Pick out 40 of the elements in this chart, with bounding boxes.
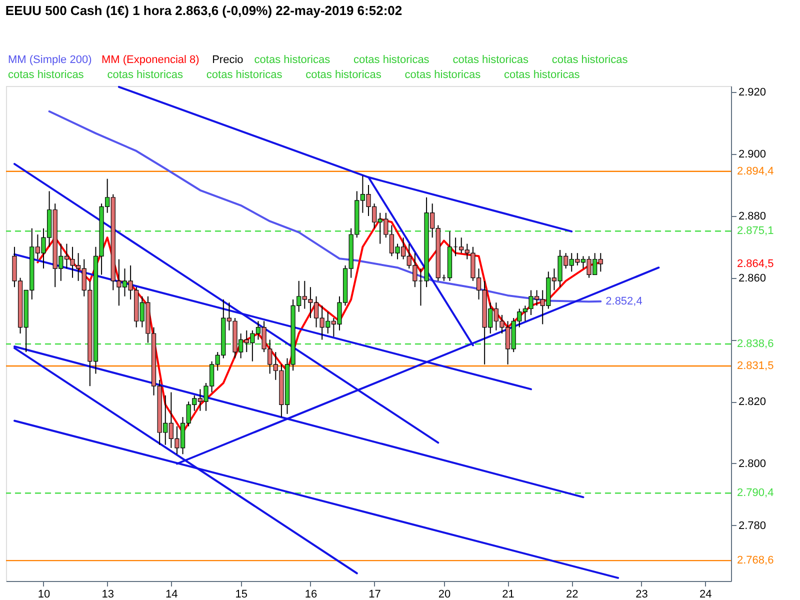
x-tick-label: 22: [566, 588, 578, 600]
ref-line-label: 2.894,4: [737, 165, 774, 178]
ref-line-label: 2.875,1: [737, 225, 774, 238]
ref-line-label: 2.838,6: [737, 338, 774, 350]
x-tick-label: 23: [636, 588, 648, 600]
x-tick-label: 14: [166, 588, 178, 600]
x-tick-label: 13: [102, 588, 114, 600]
text: cotas historicas: [254, 54, 331, 66]
y-tick-label: 2.800: [738, 458, 766, 470]
text: MM (Exponencial 8): [102, 54, 200, 66]
text: cotas historicas: [504, 69, 580, 81]
text: cotas historicas: [8, 69, 84, 81]
text: cotas historicas: [354, 54, 430, 66]
ref-line-label: 2.831,5: [737, 360, 774, 372]
x-tick-label: 16: [304, 588, 318, 600]
text: 2.864,5: [737, 258, 774, 270]
y-tick-label: 2.880: [738, 210, 766, 222]
text: cotas historicas: [552, 54, 628, 66]
x-tick-label: 15: [235, 588, 248, 600]
text: cotas historicas: [107, 69, 184, 81]
text: MM (Simple 200): [8, 54, 92, 66]
x-tick-label: 10: [38, 588, 50, 600]
text: Precio: [212, 54, 244, 66]
y-tick-label: 2.900: [738, 148, 766, 161]
text: cotas historicas: [306, 69, 382, 81]
y-tick-label: 2.820: [738, 396, 766, 408]
x-tick-label: 21: [502, 588, 514, 600]
y-tick-label: 2.920: [738, 86, 766, 99]
x-tick-label: 24: [699, 588, 712, 600]
data-label: 2.852,4: [606, 295, 642, 308]
chart-title: EEUU 500 Cash (1€) 1 hora 2.863,6 (-0,09%) 22-may-2019 6:52:02: [5, 3, 402, 18]
y-tick-label: 2.860: [738, 272, 766, 284]
y-tick-label: 2.780: [738, 520, 766, 532]
text: cotas historicas: [452, 54, 530, 66]
text: cotas historicas: [206, 69, 283, 81]
x-tick-label: 17: [368, 588, 381, 600]
ref-line-label: 2.790,4: [737, 487, 774, 500]
x-tick-label: 20: [438, 588, 451, 600]
text: cotas historicas: [404, 69, 482, 81]
ref-line-label: 2.768,6: [737, 554, 774, 567]
